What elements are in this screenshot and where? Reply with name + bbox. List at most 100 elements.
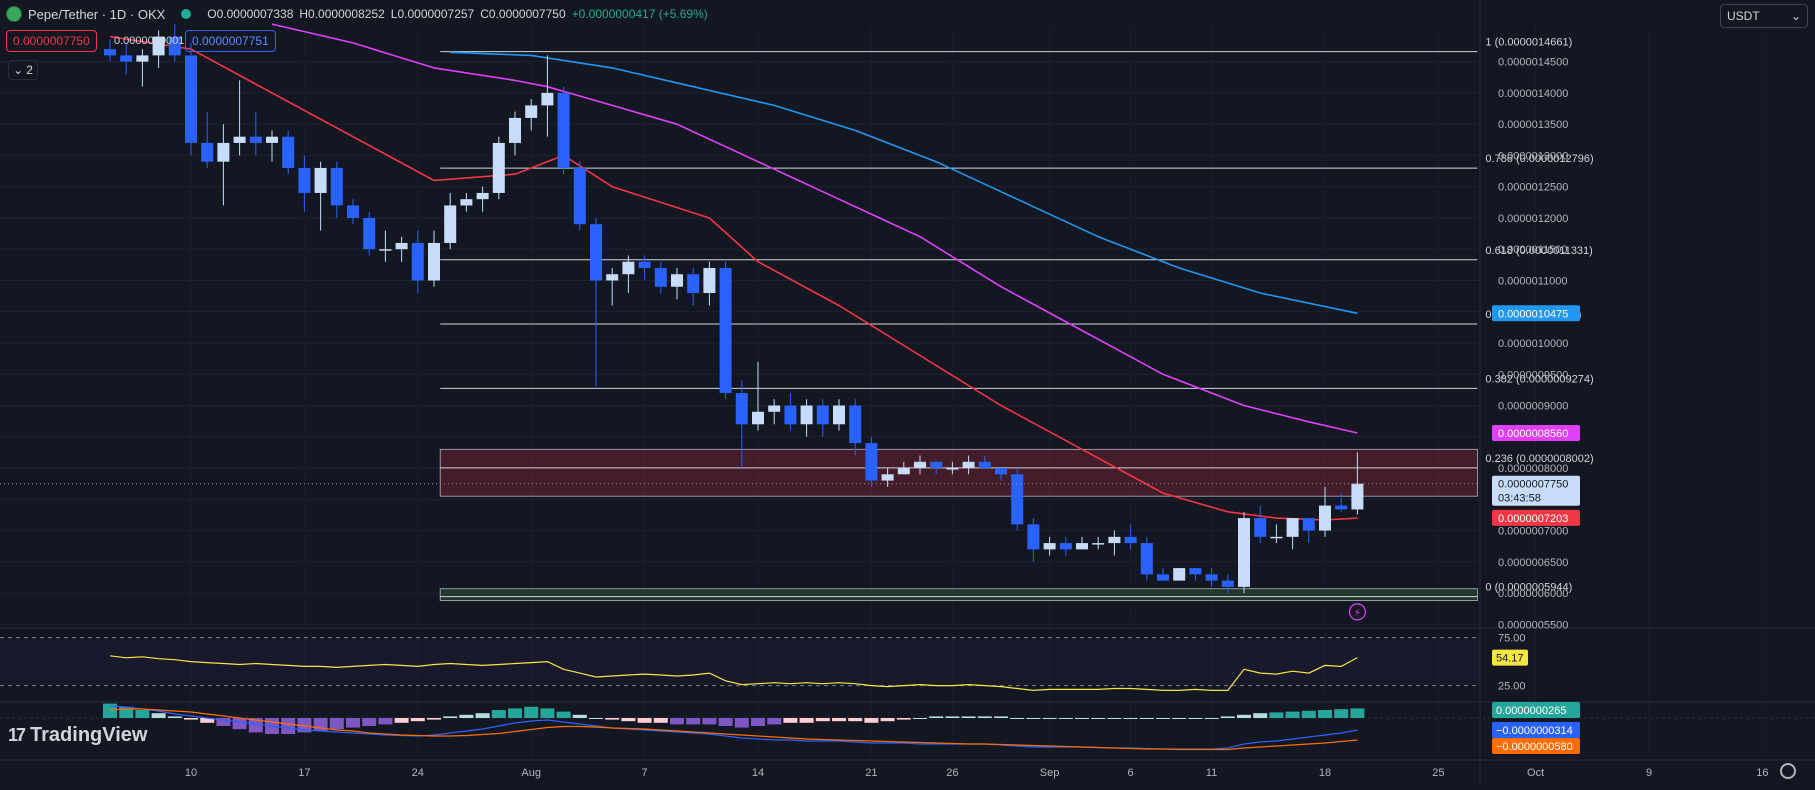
candle-body bbox=[1140, 543, 1153, 575]
candle-body bbox=[168, 36, 181, 56]
candle-body bbox=[541, 92, 554, 106]
symbol-title[interactable]: Pepe/Tether · 1D · OKX bbox=[28, 6, 166, 22]
candle-body bbox=[330, 167, 343, 206]
signal-line bbox=[109, 708, 1358, 751]
candle-body bbox=[1189, 568, 1202, 575]
chevron-down-icon: ⌄ bbox=[1790, 9, 1801, 23]
pepe-coin-icon bbox=[6, 6, 22, 22]
market-status-icon bbox=[181, 9, 192, 19]
ema-line bbox=[271, 23, 1358, 434]
candle-body bbox=[1108, 536, 1121, 544]
y-tick-label: 0.0000007000 bbox=[1498, 526, 1568, 538]
y-tick-label: 0.0000005500 bbox=[1498, 619, 1568, 631]
macd-histogram-bar bbox=[1334, 709, 1349, 718]
brand-name: TradingView bbox=[30, 723, 148, 746]
macd-histogram-bar bbox=[1318, 710, 1332, 718]
candle-body bbox=[411, 242, 424, 281]
x-tick-label: 26 bbox=[946, 767, 958, 779]
candle-body bbox=[347, 205, 359, 218]
candle-body bbox=[622, 261, 635, 275]
candle-body bbox=[1173, 568, 1186, 581]
candle-body bbox=[833, 405, 845, 425]
candle-body bbox=[395, 242, 408, 250]
fib-level-label: 1 (0.0000014661) bbox=[1485, 37, 1572, 49]
tv-logo-icon: 17 bbox=[8, 724, 26, 745]
macd-histogram-bar bbox=[475, 713, 490, 718]
fib-layer: 1 (0.0000014661) 0.786 (0.0000012796) 0.61… bbox=[440, 37, 1594, 598]
rsi-pane[interactable]: 75.00 25.00 54.17 bbox=[0, 633, 1528, 693]
macd-histogram-bar bbox=[653, 718, 668, 723]
macd-histogram-bar bbox=[864, 718, 879, 723]
macd-histogram-bar bbox=[1026, 718, 1041, 719]
ema-line bbox=[450, 51, 1358, 315]
candle-body bbox=[557, 92, 570, 168]
macd-value-text: 0.0000000265 bbox=[1496, 705, 1566, 717]
price-tag-text: 0.0000008560 bbox=[1498, 428, 1568, 440]
candle-body bbox=[476, 192, 489, 200]
macd-histogram-bar bbox=[1139, 718, 1154, 719]
x-tick-label: 11 bbox=[1206, 767, 1217, 779]
macd-value-text: −0.0000000314 bbox=[1496, 725, 1573, 737]
currency-select[interactable]: USDT ⌄ bbox=[1720, 4, 1808, 28]
macd-histogram-bar bbox=[297, 718, 312, 733]
ohlc-open: O0.0000007338 bbox=[207, 7, 294, 21]
candle-body bbox=[703, 267, 716, 293]
indicators-count: 2 bbox=[26, 63, 33, 77]
fib-level-label: 0.618 (0.0000011331) bbox=[1485, 245, 1592, 257]
y-tick-label: 0.0000009000 bbox=[1498, 401, 1568, 413]
time-axis[interactable]: 10 17 24 Aug 7 14 21 26 Sep 6 11 18 25 Oct 9 16 bbox=[185, 767, 1769, 779]
macd-value-tag bbox=[1492, 722, 1580, 738]
indicators-toggle[interactable]: ⌄ 2 bbox=[8, 60, 38, 80]
buy-button[interactable]: 0.0000007751 bbox=[185, 30, 276, 52]
macd-histogram-bar bbox=[362, 718, 377, 726]
candle-body bbox=[1043, 543, 1056, 550]
candle-body bbox=[136, 55, 149, 62]
candle-body bbox=[1254, 518, 1267, 537]
macd-histogram-bar bbox=[751, 718, 765, 726]
macd-histogram-bar bbox=[1042, 718, 1057, 719]
candle-body bbox=[978, 461, 991, 469]
macd-histogram-bar bbox=[459, 714, 474, 718]
macd-histogram-bar bbox=[103, 703, 117, 718]
rsi-line bbox=[109, 655, 1358, 692]
candle-body bbox=[946, 468, 959, 470]
candle-body bbox=[314, 167, 327, 193]
candle-body bbox=[1302, 518, 1315, 531]
sell-button[interactable]: 0.0000007750 bbox=[6, 30, 97, 52]
macd-histogram-bar bbox=[248, 718, 263, 733]
rsi-value-text: 54.17 bbox=[1496, 653, 1524, 665]
macd-histogram-bar bbox=[605, 718, 620, 720]
fib-level-label: 0.382 (0.0000009274) bbox=[1485, 373, 1593, 385]
macd-histogram-bar bbox=[1107, 718, 1122, 719]
candle-body bbox=[1351, 483, 1364, 510]
countdown-text: 03:43:58 bbox=[1498, 493, 1541, 505]
macd-histogram-bar bbox=[945, 716, 960, 718]
macd-histogram-bar bbox=[1123, 718, 1138, 719]
candle-body bbox=[509, 117, 521, 143]
candle-body bbox=[865, 443, 878, 481]
price-tag bbox=[1492, 425, 1580, 442]
macd-pane[interactable]: 0.0000000265 −0.0000000314 −0.0000000580 bbox=[0, 702, 1815, 754]
price-labels-layer: 0.0000010475 0.0000008560 0.0000007750 03:4… bbox=[1492, 305, 1580, 526]
candle-body bbox=[363, 217, 376, 250]
macd-histogram-bar bbox=[670, 718, 684, 725]
lightning-icon bbox=[1348, 603, 1367, 621]
ema-layer bbox=[109, 23, 1358, 521]
gear-icon[interactable] bbox=[1780, 763, 1796, 779]
tradingview-logo[interactable]: 17 TradingView bbox=[8, 724, 147, 746]
candle-body bbox=[914, 461, 926, 469]
price-tag-text: 0.0000007203 bbox=[1498, 513, 1568, 525]
price-tag bbox=[1492, 509, 1580, 526]
candle-body bbox=[233, 136, 246, 143]
candles-layer[interactable]: ⚡ bbox=[0, 24, 1480, 621]
candle-body bbox=[1221, 580, 1234, 587]
candle-body bbox=[735, 393, 748, 425]
macd-histogram-bar bbox=[880, 718, 895, 722]
price-axis[interactable]: 0.0000014500 0.0000014000 0.0000013500 0.00… bbox=[1498, 57, 1568, 632]
price-tag-text: 0.0000007750 bbox=[1498, 479, 1568, 491]
fib-level-label: 0 (0.0000005944) bbox=[1485, 582, 1572, 594]
macd-histogram-bar bbox=[783, 718, 798, 723]
x-tick-label: 21 bbox=[865, 767, 877, 779]
